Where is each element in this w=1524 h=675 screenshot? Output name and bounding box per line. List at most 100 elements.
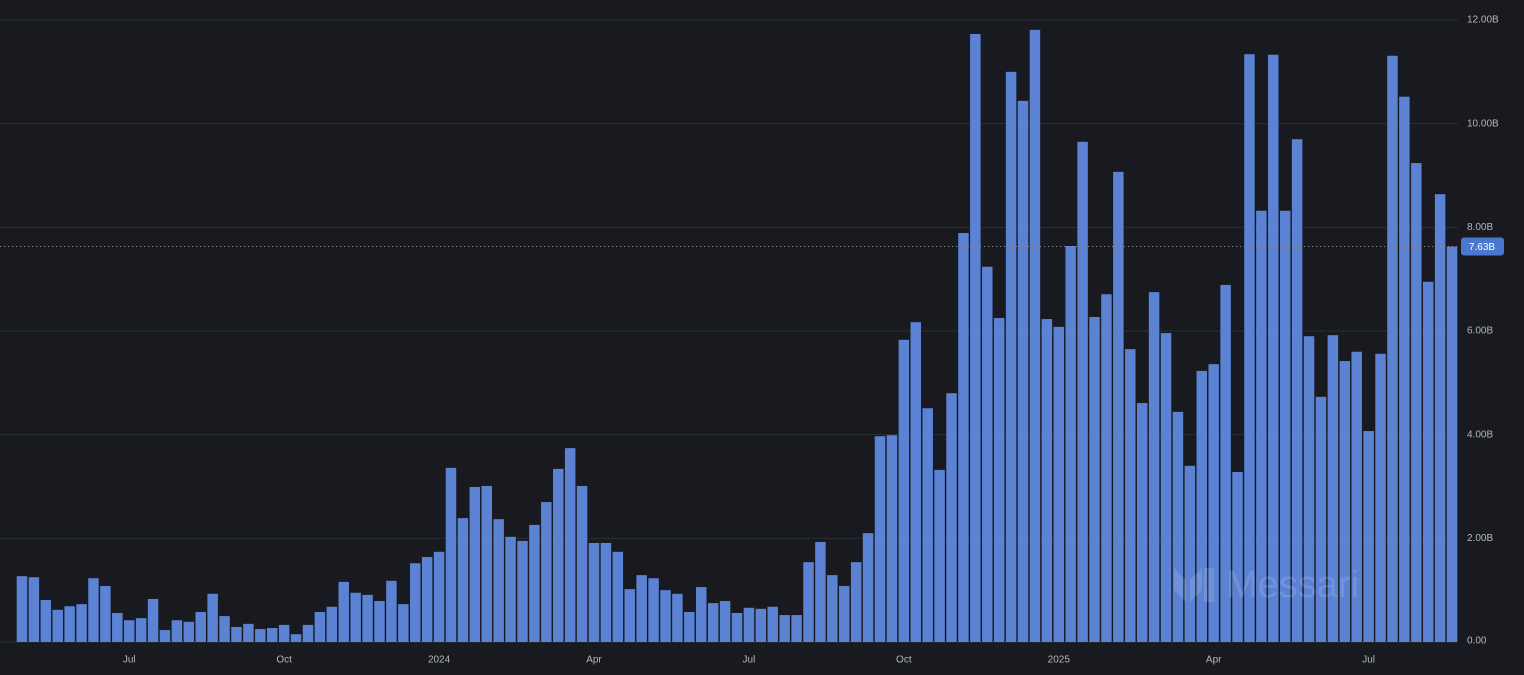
- y-tick-label: 2.00B: [1467, 533, 1493, 544]
- bar: [350, 592, 361, 642]
- bar: [183, 621, 195, 642]
- bar: [672, 593, 683, 642]
- bar: [1053, 326, 1065, 642]
- bar: [862, 533, 874, 642]
- bar: [433, 551, 445, 642]
- bar: [159, 630, 171, 642]
- bar: [76, 604, 87, 642]
- bar: [1101, 294, 1112, 642]
- bar: [815, 541, 826, 642]
- bar: [1125, 349, 1136, 642]
- y-tick-label: 8.00B: [1467, 222, 1493, 233]
- bar: [1315, 396, 1327, 642]
- bar: [719, 601, 731, 642]
- bar: [898, 339, 910, 642]
- bar: [934, 469, 945, 642]
- bar: [1422, 281, 1434, 642]
- bar: [707, 603, 719, 642]
- bar: [1375, 353, 1386, 642]
- bar: [386, 580, 397, 642]
- bar: [743, 607, 755, 642]
- bar: [195, 611, 206, 642]
- bar: [982, 266, 993, 642]
- bar: [135, 618, 147, 642]
- bar: [374, 601, 385, 642]
- bar: [791, 615, 802, 642]
- bar: [1303, 336, 1315, 642]
- bar: [123, 620, 135, 642]
- y-tick-label: 12.00B: [1467, 15, 1499, 26]
- bar: [1113, 171, 1124, 642]
- bar: [302, 624, 314, 642]
- bar: [1446, 246, 1458, 643]
- bar: [886, 435, 898, 642]
- bar: [624, 589, 635, 642]
- bar: [576, 485, 588, 642]
- x-tick-label: Apr: [1206, 655, 1222, 666]
- bar: [600, 542, 612, 642]
- bar: [1029, 29, 1041, 643]
- bar: [100, 586, 111, 642]
- bar: [1148, 292, 1160, 642]
- bar: [1232, 471, 1243, 642]
- bar: [1411, 163, 1422, 642]
- bar: [1065, 245, 1076, 642]
- bar: [469, 487, 481, 642]
- y-tick-label: 10.00B: [1467, 118, 1499, 129]
- bar: [421, 556, 433, 642]
- bar: [326, 606, 338, 642]
- bar: [1434, 194, 1446, 642]
- x-tick-label: 2024: [428, 655, 451, 666]
- bar: [660, 590, 671, 642]
- bar: [1017, 100, 1029, 643]
- bar: [1291, 139, 1303, 642]
- x-tick-label: Jul: [743, 655, 756, 666]
- current-value-label: 7.63B: [1469, 242, 1495, 253]
- bar: [28, 577, 40, 642]
- bar: [564, 448, 576, 642]
- bar: [1256, 210, 1267, 642]
- y-tick-label: 4.00B: [1467, 429, 1493, 440]
- x-tick-label: Oct: [276, 655, 292, 666]
- bar: [827, 575, 838, 642]
- bar: [767, 606, 778, 642]
- bar: [255, 629, 266, 642]
- bar: [910, 322, 922, 642]
- watermark: Messari: [1174, 564, 1359, 606]
- bar: [636, 575, 647, 642]
- bar: [231, 626, 242, 642]
- bar: [839, 586, 850, 642]
- bar: [314, 611, 326, 642]
- bar: [1089, 317, 1100, 642]
- bar: [88, 578, 99, 642]
- y-tick-label: 6.00B: [1467, 326, 1493, 337]
- bar: [779, 615, 790, 642]
- y-tick-label: 0.00: [1467, 636, 1487, 647]
- bar: [457, 518, 469, 642]
- bar: [16, 576, 28, 642]
- bar: [850, 562, 862, 642]
- bar: [1136, 403, 1148, 642]
- bar: [243, 623, 254, 642]
- x-tick-label: Oct: [896, 655, 912, 666]
- bar: [1184, 465, 1196, 642]
- bar: [541, 502, 552, 642]
- bar: [1327, 335, 1339, 642]
- bar: [1160, 333, 1172, 642]
- bar: [731, 612, 743, 642]
- bar: [409, 563, 421, 642]
- bar: [874, 436, 886, 642]
- bar: [1196, 370, 1208, 642]
- bar: [1208, 364, 1219, 642]
- bar: [993, 318, 1005, 642]
- bar: [1363, 431, 1374, 642]
- bar: [1268, 54, 1279, 642]
- bar: [648, 578, 659, 642]
- bar: [219, 616, 230, 642]
- bar: [1387, 55, 1398, 642]
- bar: [207, 593, 218, 642]
- current-value-badge: [1461, 237, 1504, 256]
- x-tick-label: Apr: [586, 655, 602, 666]
- bar: [1244, 54, 1255, 642]
